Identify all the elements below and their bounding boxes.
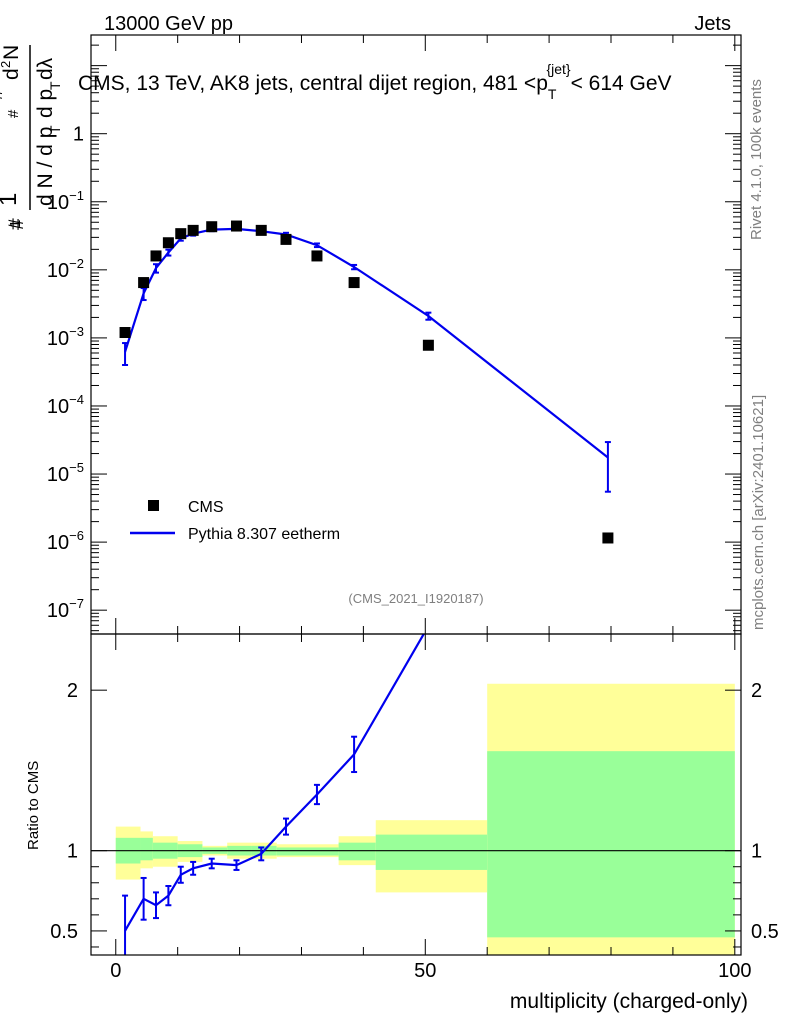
title-main: CMS, 13 TeV, AK8 jets, central dijet reg… bbox=[78, 72, 548, 95]
svg-text:N: N bbox=[0, 45, 23, 60]
cms-data-point bbox=[187, 224, 199, 236]
cms-data-point bbox=[230, 220, 242, 232]
svg-text:#: # bbox=[0, 88, 7, 100]
y-tick-label: 10−5 bbox=[47, 460, 84, 486]
y-tick-label: 10−7 bbox=[47, 596, 84, 622]
x-tick-label: 100 bbox=[718, 960, 751, 982]
y-tick-label: 10−1 bbox=[47, 188, 84, 214]
ratio-y-tick-label-right: 0.5 bbox=[751, 921, 779, 943]
ratio-band-inner bbox=[487, 751, 735, 938]
rivet-label: Rivet 4.1.0, 100k events bbox=[748, 79, 765, 240]
ratio-ylabel: Ratio to CMS bbox=[25, 761, 42, 850]
cms-data-point bbox=[602, 532, 614, 544]
svg-text:2: 2 bbox=[0, 61, 13, 68]
svg-text:1: 1 bbox=[7, 220, 24, 228]
ratio-band-inner bbox=[338, 842, 376, 861]
ratio-y-tick-label-right: 1 bbox=[751, 841, 762, 863]
svg-text:#: # bbox=[5, 109, 22, 118]
ratio-y-tick-label-right: 2 bbox=[751, 680, 762, 702]
x-tick-label: 0 bbox=[110, 960, 121, 982]
cms-data-point bbox=[119, 327, 131, 339]
cms-data-point bbox=[206, 221, 218, 233]
title-sup-jet: {jet} bbox=[546, 61, 570, 77]
cms-data-point bbox=[138, 277, 150, 289]
ratio-band-inner bbox=[140, 837, 153, 861]
y-tick-label: 10−6 bbox=[47, 528, 84, 554]
svg-text:T: T bbox=[47, 81, 63, 90]
cms-data-point bbox=[150, 250, 162, 262]
y-tick-label: 10−2 bbox=[47, 256, 84, 282]
x-tick-label: 50 bbox=[414, 960, 436, 982]
group-label: Jets bbox=[694, 13, 731, 35]
mcplots-label: mcplots.cern.ch [arXiv:2401.10621] bbox=[750, 395, 767, 630]
main-plot: 1 10−1 10−2 10−3 10−4 10−5 10−6 10−7 bbox=[47, 34, 742, 635]
mc-line bbox=[123, 227, 609, 459]
cms-data-point bbox=[255, 224, 267, 236]
ratio-y-tick-label: 0.5 bbox=[50, 921, 78, 943]
svg-text:d N / d p: d N / d p bbox=[34, 127, 57, 206]
title-sub-t: T bbox=[548, 86, 557, 102]
svg-text:T: T bbox=[47, 125, 63, 134]
cms-data-point bbox=[162, 237, 174, 249]
cms-data-point bbox=[348, 277, 360, 289]
svg-text:d: d bbox=[0, 68, 23, 80]
main-frame bbox=[90, 34, 742, 635]
legend-cms-marker bbox=[148, 500, 159, 511]
svg-text:#: # bbox=[5, 218, 28, 230]
y-tick-label: 10−4 bbox=[47, 392, 84, 418]
ratio-band-inner bbox=[276, 847, 339, 856]
ratio-y-tick-label: 1 bbox=[67, 841, 78, 863]
cms-data-point bbox=[175, 228, 187, 240]
svg-text:1: 1 bbox=[0, 193, 22, 206]
plot-title: CMS, 13 TeV, AK8 jets, central dijet reg… bbox=[78, 61, 672, 102]
x-axis-label: multiplicity (charged-only) bbox=[510, 990, 748, 1013]
title-tail: < 614 GeV bbox=[571, 72, 672, 95]
energy-label: 13000 GeV pp bbox=[104, 13, 233, 35]
cms-data-point bbox=[280, 233, 292, 245]
ratio-plot: 0.5 0.5 1 1 2 2 0 50 100 bbox=[50, 633, 779, 982]
ratio-y-tick-label: 2 bbox=[67, 680, 78, 702]
analysis-id: (CMS_2021_I1920187) bbox=[348, 591, 483, 606]
y-tick-label: 1 bbox=[73, 124, 84, 146]
main-ylabel: # 1 1 d N / d p T # d p T # dλ d 2 N bbox=[0, 45, 63, 230]
legend-mc-label: Pythia 8.307 eetherm bbox=[188, 526, 340, 543]
svg-text:d p: d p bbox=[34, 89, 57, 118]
y-tick-label: 10−3 bbox=[47, 324, 84, 350]
svg-text:dλ: dλ bbox=[34, 57, 57, 80]
cms-data-point bbox=[311, 250, 323, 262]
legend-cms-label: CMS bbox=[188, 499, 224, 516]
legend: CMS Pythia 8.307 eetherm bbox=[130, 499, 340, 543]
cms-data-point bbox=[422, 339, 434, 351]
ratio-frame bbox=[90, 633, 742, 956]
ratio-band-inner bbox=[375, 834, 488, 870]
